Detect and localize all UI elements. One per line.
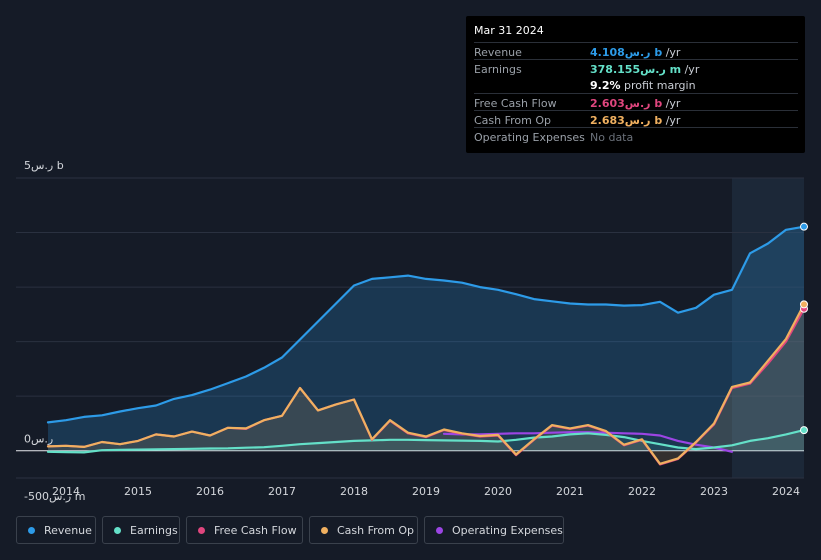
legend-label: Operating Expenses <box>452 524 563 537</box>
tooltip-date: Mar 31 2024 <box>474 24 544 37</box>
legend-label: Earnings <box>130 524 178 537</box>
legend-dot-icon <box>28 527 35 534</box>
revenue-area <box>48 226 804 451</box>
cash-from-op-line <box>46 303 806 465</box>
revenue-line <box>46 225 806 424</box>
legend-dot-icon <box>198 527 205 534</box>
tooltip-row-label: Operating Expenses <box>474 131 585 144</box>
earnings-line <box>46 429 806 454</box>
tooltip-row-label: Revenue <box>474 46 522 59</box>
tooltip-row: Operating Expenses No data <box>474 127 798 145</box>
legend-label: Cash From Op <box>337 524 415 537</box>
tooltip-row-value: 9.2% profit margin <box>590 79 696 92</box>
x-tick-label: 2016 <box>196 485 224 498</box>
tooltip-row: Free Cash Flow 2.603ر.س b /yr <box>474 93 798 111</box>
tooltip-panel: Mar 31 2024 Revenue 4.108ر.س b /yr Earning… <box>466 16 805 153</box>
x-tick-label: 2018 <box>340 485 368 498</box>
y-tick-label: 5ر.س b <box>24 159 64 172</box>
legend-dot-icon <box>436 527 443 534</box>
tooltip-row: Cash From Op 2.683ر.س b /yr <box>474 110 798 128</box>
legend-dot-icon <box>321 527 328 534</box>
x-tick-label: 2023 <box>700 485 728 498</box>
tooltip-row-value: No data <box>590 131 634 144</box>
tooltip-row-value: 4.108ر.س b /yr <box>590 46 681 59</box>
earnings-end-point <box>800 426 808 435</box>
y-tick-label: -500ر.س m <box>24 490 85 503</box>
tooltip-row: Revenue 4.108ر.س b /yr <box>474 42 798 60</box>
tooltip-row-value: 378.155ر.س m /yr <box>590 63 700 76</box>
tooltip-row: 9.2% profit margin <box>474 76 798 93</box>
x-tick-label: 2015 <box>124 485 152 498</box>
tooltip-row-value: 2.683ر.س b /yr <box>590 114 681 127</box>
x-tick-label: 2017 <box>268 485 296 498</box>
tooltip-row-value: 2.603ر.س b /yr <box>590 97 681 110</box>
legend-item-earnings[interactable]: Earnings <box>102 516 180 544</box>
y-tick-label: 0ر.س <box>24 433 53 446</box>
legend-item-operating-expenses[interactable]: Operating Expenses <box>424 516 564 544</box>
legend-label: Revenue <box>44 524 92 537</box>
legend-label: Free Cash Flow <box>214 524 297 537</box>
x-tick-label: 2022 <box>628 485 656 498</box>
earnings-area <box>48 430 804 453</box>
revenue-end-point <box>800 222 808 231</box>
x-tick-label: 2014 <box>52 485 80 498</box>
tooltip-row-label: Cash From Op <box>474 114 552 127</box>
x-tick-label: 2020 <box>484 485 512 498</box>
cash-from-op-end-point <box>800 300 808 309</box>
x-tick-label: 2019 <box>412 485 440 498</box>
tooltip-row-label: Free Cash Flow <box>474 97 557 110</box>
legend-item-revenue[interactable]: Revenue <box>16 516 96 544</box>
legend-item-free-cash-flow[interactable]: Free Cash Flow <box>186 516 303 544</box>
legend-dot-icon <box>114 527 121 534</box>
tooltip-row: Earnings 378.155ر.س m /yr <box>474 59 798 77</box>
x-tick-label: 2021 <box>556 485 584 498</box>
x-tick-label: 2024 <box>772 485 800 498</box>
legend-item-cash-from-op[interactable]: Cash From Op <box>309 516 418 544</box>
cash-from-op-area <box>48 304 804 464</box>
tooltip-row-label: Earnings <box>474 63 522 76</box>
